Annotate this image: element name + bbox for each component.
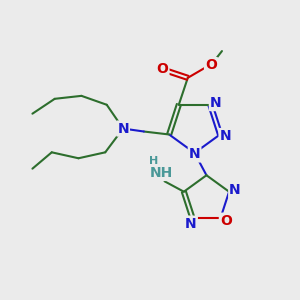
Text: O: O <box>220 214 232 228</box>
Text: N: N <box>117 122 129 136</box>
Text: N: N <box>185 217 197 231</box>
Text: O: O <box>157 62 169 76</box>
Text: O: O <box>205 58 217 72</box>
Text: N: N <box>229 183 241 197</box>
Text: N: N <box>189 148 200 161</box>
Text: NH: NH <box>150 166 173 180</box>
Text: N: N <box>210 96 221 110</box>
Text: N: N <box>220 129 231 143</box>
Text: H: H <box>148 156 158 166</box>
